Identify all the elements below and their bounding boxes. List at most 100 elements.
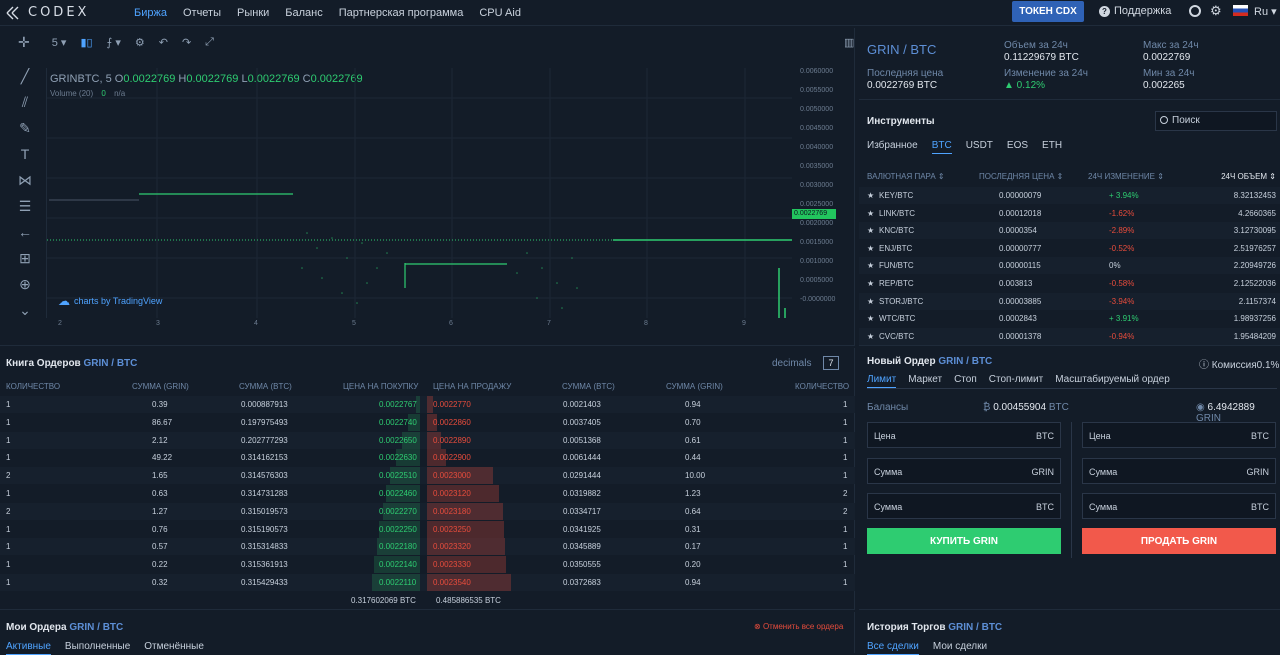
col-pair-header[interactable]: ВАЛЮТНАЯ ПАРА ⇕ [867,172,945,181]
tab-my-trades[interactable]: Мои сделки [932,641,988,652]
star-icon[interactable]: ★ [867,261,875,271]
measure-tool-icon[interactable]: ⊞ [19,250,31,266]
russian-flag-icon[interactable] [1233,5,1248,16]
prediction-tool-icon[interactable]: ☰ [18,198,32,214]
orderbook-row[interactable]: 1 0.32 0.315429433 0.0022110 0.0023540 0.0372… [0,574,855,591]
nav-cpu-aid[interactable]: CPU Aid [479,6,521,19]
back-arrow-icon[interactable]: ← [18,224,32,240]
pattern-tool-icon[interactable]: ⋈ [18,172,32,188]
instrument-row[interactable]: ★ STORJ/BTC 0.00003885 -3.94% 2.1157374 [859,292,1280,310]
orderbook-row[interactable]: 2 1.65 0.314576303 0.0022510 0.0023000 0.0291… [0,467,855,485]
instrument-row[interactable]: ★ FUN/BTC 0.00000115 0% 2.20949726 [859,257,1280,275]
zoom-tool-icon[interactable]: ⊕ [19,276,31,292]
user-icon[interactable] [1189,5,1201,17]
trendline-tool-icon[interactable]: ╱ [20,68,30,84]
tab-btc[interactable]: BTC [931,140,952,154]
language-select[interactable]: Ru ▾ [1254,6,1277,18]
sell-total-field[interactable]: Сумма BTC [1082,493,1276,519]
sell-amount-field[interactable]: Сумма GRIN [1082,458,1276,484]
buy-grin-button[interactable]: КУПИТЬ GRIN [867,528,1061,554]
orderbook-row[interactable]: 1 0.63 0.314731283 0.0022460 0.0023120 0.0319… [0,485,855,502]
instrument-row[interactable]: ★ KNC/BTC 0.0000354 -2.89% 3.12730095 [859,222,1280,240]
ohlc-legend: GRINBTC, 5 O0.0022769 H0.0022769 L0.0022… [50,73,363,85]
orderbook-row[interactable]: 1 0.57 0.315314833 0.0022180 0.0023320 0.0345… [0,538,855,556]
orderbook-row[interactable]: 1 86.67 0.197975493 0.0022740 0.0022860 0.003… [0,413,855,431]
instrument-row[interactable]: ★ REP/BTC 0.003813 -0.58% 2.12522036 [859,275,1280,292]
settings-gear-icon[interactable]: ⚙ [1210,3,1222,18]
cancel-all-orders-button[interactable]: ⊗ Отменить все ордера [754,622,843,631]
sell-price-field[interactable]: Цена BTC [1082,422,1276,448]
crosshair-icon[interactable]: ✛ [18,33,30,50]
bid-sum-btc: 0.314576303 [241,471,288,481]
max-24h-value: 0.0022769 [1143,52,1191,63]
fullscreen-icon[interactable]: ⤢ [205,35,214,48]
search-input[interactable]: Поиск [1155,111,1277,131]
star-icon[interactable]: ★ [867,208,875,218]
tab-completed[interactable]: Выполненные [64,641,131,652]
nav-markets[interactable]: Рынки [237,6,270,19]
interval-select[interactable]: 5 ▾ [51,36,67,49]
decimals-select[interactable]: 7 [823,356,839,370]
instrument-row[interactable]: ★ CVC/BTC 0.00001378 -0.94% 1.95484209 [859,327,1280,345]
orderbook-row[interactable]: 2 1.27 0.315019573 0.0022270 0.0023180 0.0334… [0,502,855,520]
orderbook-row[interactable]: 1 2.12 0.202777293 0.0022650 0.0022890 0.0051… [0,431,855,449]
redo-icon[interactable]: ↷ [181,36,192,49]
tab-eth[interactable]: ETH [1042,140,1063,151]
star-icon[interactable]: ★ [867,243,875,253]
buy-price-field[interactable]: Цена BTC [867,422,1061,448]
star-icon[interactable]: ★ [867,331,875,341]
token-cdx-button[interactable]: ТОКЕН CDX [1012,1,1084,22]
tab-stop[interactable]: Стоп [954,374,977,385]
star-icon[interactable]: ★ [867,191,875,200]
price-chart-area[interactable] [46,68,792,318]
brush-tool-icon[interactable]: ✎ [19,120,31,136]
sell-grin-button[interactable]: ПРОДАТЬ GRIN [1082,528,1276,554]
tab-eos[interactable]: EOS [1006,140,1029,151]
instrument-row[interactable]: ★ ENJ/BTC 0.00000777 -0.52% 2.51976257 [859,240,1280,257]
chart-type-icon[interactable]: ▥ [844,36,855,49]
tab-cancelled[interactable]: Отменённые [144,641,204,652]
instrument-row[interactable]: ★ LINK/BTC 0.00012018 -1.62% 4.2660365 [859,205,1280,222]
bid-depth-bar [372,574,420,591]
tab-scaled-order[interactable]: Масштабируемый ордер [1055,374,1170,385]
buy-total-field[interactable]: Сумма BTC [867,493,1061,519]
orderbook-row[interactable]: 1 0.76 0.315190573 0.0022250 0.0023250 0.0341… [0,520,855,538]
nav-reports[interactable]: Отчеты [182,6,221,19]
text-tool-icon[interactable]: T [20,146,30,162]
tab-market[interactable]: Маркет [908,374,943,385]
volume-24h-value: 0.11229679 BTC [1004,52,1079,63]
star-icon[interactable]: ★ [867,226,875,236]
tab-limit[interactable]: Лимит [867,374,897,388]
tradingview-branding[interactable]: ☁ charts by TradingView [58,294,162,308]
support-link[interactable]: ? Поддержка [1099,5,1171,17]
price-axis[interactable]: 0.0060000 0.0055000 0.0050000 0.0045000 … [792,68,852,330]
instrument-row[interactable]: ★ KEY/BTC 0.00000079 + 3.94% 8.32132453 [859,187,1280,204]
col-last-price-header[interactable]: ПОСЛЕДНЯЯ ЦЕНА ⇕ [979,172,1064,181]
nav-balance[interactable]: Баланс [285,6,323,19]
col-volume-header[interactable]: 24Ч ОБЪЕМ ⇕ [1221,172,1276,181]
orderbook-row[interactable]: 1 0.39 0.000887913 0.0022767 0.0022770 0.0021… [0,396,855,413]
nav-partner-program[interactable]: Партнерская программа [338,6,464,19]
candles-icon[interactable]: ▮▯ [80,36,93,49]
collapse-tools-icon[interactable]: ⌄ [19,302,31,318]
fib-tool-icon[interactable]: ⫽ [21,94,29,110]
volume-label: Volume (20) [50,89,94,98]
col-change-header[interactable]: 24Ч ИЗМЕНЕНИЕ ⇕ [1088,172,1164,181]
nav-exchange[interactable]: Биржа [134,6,167,19]
time-axis[interactable]: 2 3 4 5 6 7 8 9 [46,320,791,334]
star-icon[interactable]: ★ [867,296,875,306]
star-icon[interactable]: ★ [867,314,875,324]
buy-amount-field[interactable]: Сумма GRIN [867,458,1061,484]
logo[interactable]: CODEX [6,5,126,20]
star-icon[interactable]: ★ [867,279,875,288]
orderbook-row[interactable]: 1 49.22 0.314162153 0.0022630 0.0022900 0.006… [0,449,855,467]
instrument-row[interactable]: ★ WTC/BTC 0.0002843 + 3.91% 1.98937256 [859,310,1280,327]
indicators-icon[interactable]: ⨍ ▾ [106,36,121,49]
tab-stop-limit[interactable]: Стоп-лимит [988,374,1044,385]
undo-icon[interactable]: ↶ [158,36,168,49]
chart-settings-icon[interactable]: ⚙ [134,36,145,49]
btc-balance-unit: BTC [1048,402,1069,413]
tab-favorites[interactable]: Избранное [867,140,918,151]
tab-usdt[interactable]: USDT [965,140,993,151]
orderbook-row[interactable]: 1 0.22 0.315361913 0.0022140 0.0023330 0.0350… [0,556,855,574]
